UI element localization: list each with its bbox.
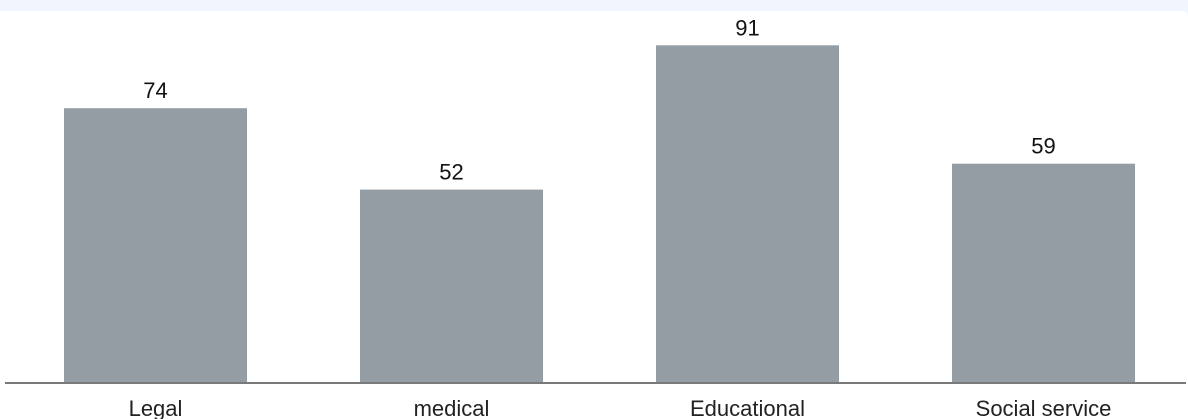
bar-educational	[656, 45, 839, 383]
bar-medical	[360, 189, 543, 382]
bar-legal	[64, 108, 247, 382]
value-label-social-service: 59	[1031, 134, 1055, 159]
x-tick-labels-group: Legal medical Educational Social service	[129, 396, 1112, 419]
bar-social-service	[952, 163, 1135, 382]
value-label-educational: 91	[735, 15, 759, 40]
value-labels-group: 74 52 91 59	[143, 15, 1055, 184]
x-tick-label-social-service: Social service	[976, 396, 1112, 419]
value-label-legal: 74	[143, 78, 167, 103]
bars-group	[64, 45, 1135, 383]
x-tick-label-legal: Legal	[129, 396, 183, 419]
x-tick-label-educational: Educational	[690, 396, 805, 419]
value-label-medical: 52	[439, 160, 463, 185]
x-tick-label-medical: medical	[414, 396, 490, 419]
